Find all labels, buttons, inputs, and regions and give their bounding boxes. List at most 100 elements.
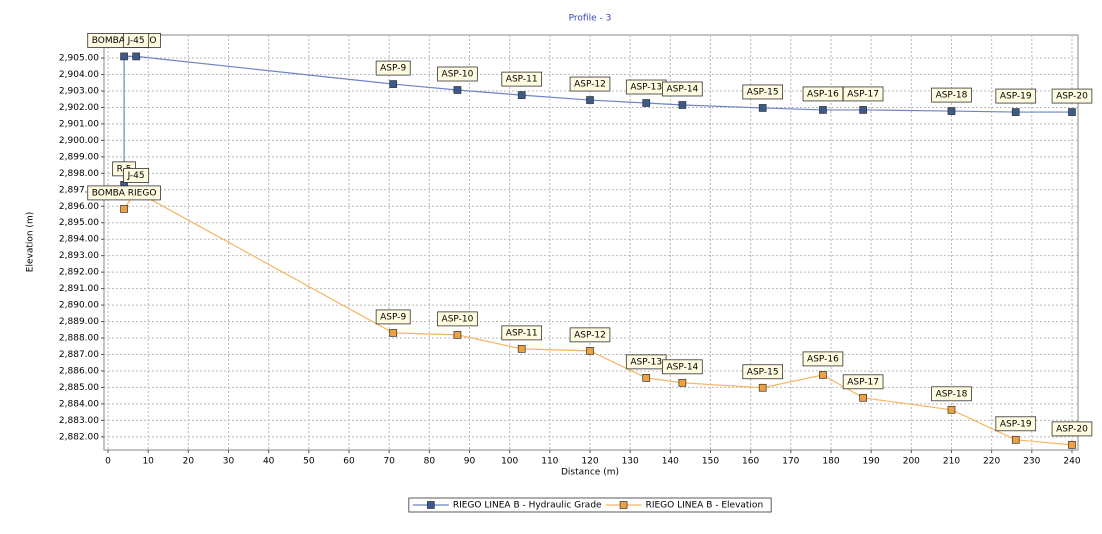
x-tick-label: 40	[263, 457, 275, 467]
point-marker	[586, 347, 594, 355]
point-marker	[1068, 441, 1076, 449]
point-marker	[1068, 108, 1076, 116]
node-label-text: ASP-12	[574, 330, 606, 340]
point-marker	[389, 80, 398, 88]
legend-box	[408, 497, 772, 513]
node-label: J-45	[123, 168, 150, 183]
node-label-text: ASP-17	[847, 377, 879, 387]
x-tick-label: 150	[702, 457, 719, 467]
y-tick-label: 2,898.00	[59, 169, 99, 179]
node-label-text: ASP-19	[1000, 419, 1032, 429]
node-label-box	[569, 327, 611, 343]
node-label-box	[662, 359, 703, 375]
node-label: ASP-19	[995, 416, 1037, 432]
node-label: ASP-20	[1051, 421, 1093, 437]
x-tick-label: 200	[903, 457, 920, 467]
node-label-box	[569, 76, 611, 92]
x-tick-label: 110	[541, 457, 558, 467]
node-label: ASP-9	[375, 60, 411, 76]
node-label-text: ASP-10	[442, 314, 474, 324]
x-tick-label: 180	[822, 457, 839, 467]
node-label: ASP-19	[995, 88, 1037, 104]
node-label-box	[87, 185, 161, 201]
node-label: ASP-12	[569, 327, 611, 343]
node-label: ASP-17	[842, 374, 884, 390]
x-tick-label: 170	[782, 457, 799, 467]
node-label: ASP-15	[742, 84, 784, 100]
legend-marker	[426, 501, 435, 509]
y-tick-label: 2,885.00	[59, 383, 99, 393]
node-label: ASP-14	[662, 81, 703, 97]
x-tick-label: 140	[662, 457, 679, 467]
point-marker	[819, 371, 827, 379]
node-label-box	[375, 60, 411, 76]
node-label-box	[995, 88, 1037, 104]
point-marker	[642, 99, 651, 107]
node-label: ASP-13	[625, 79, 667, 95]
x-tick-label: 50	[303, 457, 315, 467]
node-label-box	[842, 86, 884, 102]
y-tick-label: 2,888.00	[59, 334, 99, 344]
x-tick-label: 90	[464, 457, 476, 467]
node-label-box	[1051, 88, 1093, 104]
x-tick-label: 190	[863, 457, 880, 467]
y-tick-label: 2,904.00	[59, 70, 99, 80]
node-label-box	[437, 66, 478, 82]
node-label-box	[995, 416, 1037, 432]
node-label-box	[742, 84, 784, 100]
point-marker	[1011, 108, 1020, 116]
y-tick-label: 2,899.00	[59, 152, 99, 162]
point-marker	[758, 104, 767, 112]
node-label-box	[123, 33, 150, 48]
point-marker	[586, 96, 594, 104]
node-label: ASP-13	[625, 354, 667, 370]
node-label-box	[375, 309, 411, 325]
node-label-box	[742, 364, 784, 380]
node-label-text: ASP-18	[936, 91, 968, 101]
legend-marker	[619, 501, 628, 509]
node-label-box	[501, 325, 543, 341]
node-label-text: J-45	[127, 36, 145, 46]
node-label-text: ASP-14	[666, 362, 698, 372]
node-label: J-45	[123, 33, 150, 48]
node-label-box	[931, 386, 972, 402]
node-label: ASP-17	[842, 86, 884, 102]
node-label-box	[662, 81, 703, 97]
node-label-text: ASP-12	[574, 80, 606, 90]
node-label-text: ASP-20	[1056, 92, 1088, 102]
node-label: ASP-18	[931, 87, 972, 103]
node-label: ASP-16	[802, 86, 844, 102]
point-marker	[758, 383, 767, 392]
node-label-box	[123, 168, 150, 183]
legend-label: RIEGO LINEA B - Hydraulic Grade	[453, 501, 602, 511]
y-tick-label: 2,896.00	[59, 202, 99, 212]
node-label: ASP-15	[742, 364, 784, 380]
x-tick-label: 240	[1063, 457, 1080, 467]
point-marker	[120, 52, 128, 61]
node-label-box	[437, 311, 478, 327]
x-tick-label: 230	[1023, 457, 1040, 467]
x-tick-label: 220	[983, 457, 1000, 467]
x-tick-label: 210	[943, 457, 960, 467]
point-marker	[453, 86, 462, 94]
y-tick-label: 2,890.00	[59, 301, 99, 311]
y-tick-label: 2,897.00	[59, 185, 99, 195]
node-label-box	[931, 87, 972, 103]
x-tick-label: 80	[424, 457, 436, 467]
point-marker	[819, 106, 827, 114]
x-tick-label: 30	[223, 457, 235, 467]
node-label-text: ASP-11	[506, 75, 538, 85]
plot-area	[103, 34, 1079, 451]
node-label: ASP-10	[437, 311, 478, 327]
y-tick-label: 2,891.00	[59, 284, 99, 294]
node-label-text: ASP-15	[747, 87, 779, 97]
x-tick-label: 100	[501, 457, 518, 467]
point-marker	[517, 345, 526, 353]
node-label-text: J-45	[127, 171, 145, 181]
x-tick-label: 130	[622, 457, 639, 467]
node-label-text: ASP-10	[442, 70, 474, 80]
node-label-text: ASP-19	[1000, 92, 1032, 102]
y-tick-label: 2,901.00	[59, 119, 99, 129]
y-tick-label: 2,893.00	[59, 251, 99, 261]
